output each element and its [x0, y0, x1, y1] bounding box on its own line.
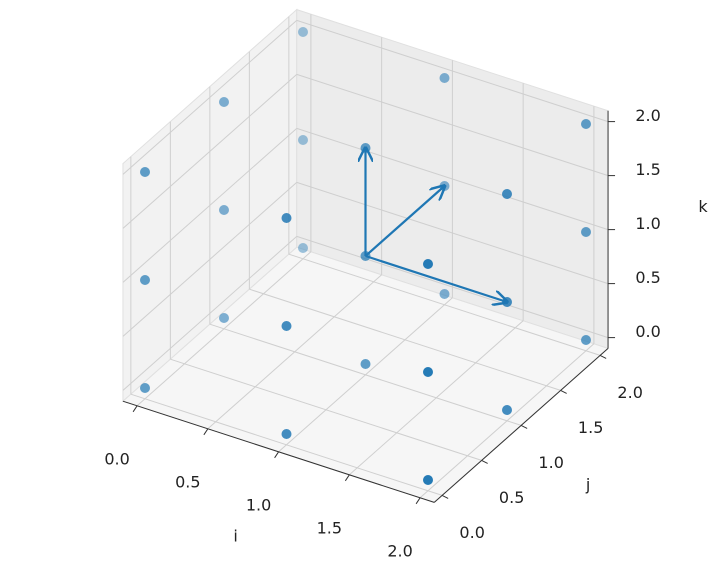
- arrow: [364, 186, 445, 257]
- z-tick-label: 0.0: [635, 322, 660, 341]
- point: [581, 227, 591, 237]
- grid-line: [130, 393, 443, 496]
- grid-line: [170, 358, 482, 461]
- point: [140, 383, 150, 393]
- x-tick-label: 0.5: [175, 472, 200, 491]
- y-tick-label: 0.0: [459, 523, 484, 542]
- grid-line: [122, 128, 298, 283]
- tick-mark: [441, 494, 449, 499]
- grid-line: [122, 74, 298, 229]
- y-axis-line: [433, 348, 609, 503]
- grid-line: [296, 73, 609, 177]
- tick-mark: [132, 405, 138, 413]
- grid-line: [122, 20, 298, 175]
- point: [298, 243, 308, 253]
- x-tick-label: 1.0: [246, 495, 271, 514]
- point: [219, 205, 229, 215]
- z-axis-label: k: [698, 197, 708, 216]
- x-axis-label: i: [233, 526, 237, 545]
- grid-line: [288, 253, 601, 356]
- point: [502, 405, 512, 415]
- y-tick-label: 0.5: [499, 488, 524, 507]
- point: [581, 119, 591, 129]
- point: [219, 97, 229, 107]
- point: [439, 73, 450, 83]
- tick-mark: [599, 354, 607, 359]
- point: [140, 167, 150, 177]
- y-tick-label: 1.0: [538, 453, 563, 472]
- y-tick-label: 1.5: [578, 418, 603, 437]
- tick-mark: [415, 497, 421, 505]
- point: [439, 289, 450, 299]
- grid-line: [249, 288, 561, 391]
- x-tick-label: 0.0: [104, 449, 129, 468]
- point: [281, 429, 292, 439]
- tick-mark: [560, 389, 567, 394]
- point: [423, 367, 433, 377]
- point: [298, 27, 308, 37]
- z-tick-label: 1.5: [635, 160, 660, 179]
- x-tick-label: 2.0: [387, 541, 412, 560]
- point: [360, 359, 371, 369]
- grid-line: [296, 235, 609, 339]
- grid-line: [209, 323, 522, 426]
- z-tick-label: 1.0: [635, 214, 660, 233]
- point: [581, 335, 591, 345]
- tick-mark: [481, 459, 488, 464]
- point: [502, 189, 512, 199]
- x-axis-line: [122, 400, 435, 503]
- point: [219, 313, 229, 323]
- z-tick-label: 2.0: [635, 106, 660, 125]
- tick-mark: [520, 424, 528, 429]
- arrow: [365, 254, 508, 302]
- point: [281, 321, 292, 331]
- grid-line: [122, 182, 298, 337]
- point: [281, 213, 292, 223]
- z-tick-label: 0.5: [635, 268, 660, 287]
- tick-mark: [344, 474, 350, 482]
- grid-line: [296, 127, 609, 231]
- point: [423, 475, 433, 485]
- point: [298, 135, 308, 145]
- grid-line: [296, 181, 609, 285]
- x-tick-label: 1.5: [317, 518, 342, 537]
- grid-line: [296, 19, 609, 123]
- tick-mark: [203, 428, 209, 436]
- y-axis-label: j: [585, 475, 590, 494]
- tick-mark: [274, 451, 280, 459]
- grid-line: [122, 236, 298, 391]
- point: [140, 275, 150, 285]
- point: [423, 259, 433, 269]
- y-tick-label: 2.0: [617, 383, 642, 402]
